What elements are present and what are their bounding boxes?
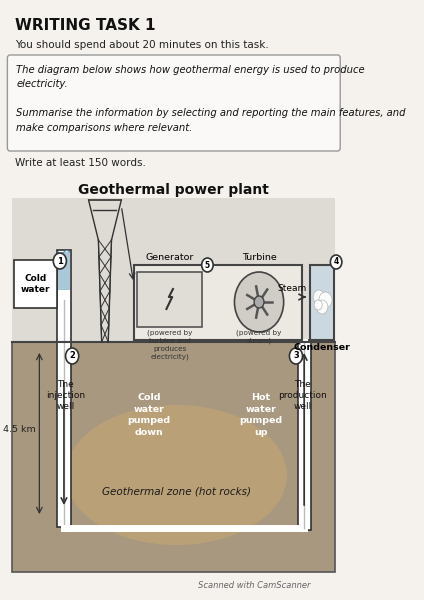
Text: 3: 3 — [293, 352, 299, 361]
Text: Scanned with CamScanner: Scanned with CamScanner — [198, 581, 310, 590]
Ellipse shape — [66, 405, 287, 545]
Circle shape — [316, 300, 328, 314]
Bar — [58, 252, 70, 290]
Text: (powered by
turbine and
produces
electricity): (powered by turbine and produces electri… — [147, 330, 192, 359]
Circle shape — [319, 292, 332, 308]
Bar — [134, 265, 302, 340]
Bar — [12, 342, 335, 572]
Text: Cold
water
pumped
down: Cold water pumped down — [128, 394, 171, 437]
Bar — [137, 272, 203, 327]
Text: The
injection
well: The injection well — [46, 380, 85, 411]
Text: Turbine: Turbine — [242, 253, 276, 262]
Circle shape — [66, 348, 79, 364]
Text: 4.5 km: 4.5 km — [3, 425, 36, 434]
Text: You should spend about 20 minutes on this task.: You should spend about 20 minutes on thi… — [15, 40, 268, 50]
Bar — [298, 340, 311, 530]
Text: Geothermal power plant: Geothermal power plant — [78, 183, 269, 197]
Circle shape — [313, 290, 325, 304]
Circle shape — [330, 255, 342, 269]
Text: WRITING TASK 1: WRITING TASK 1 — [15, 18, 155, 33]
Circle shape — [234, 272, 284, 332]
Text: 5: 5 — [205, 260, 210, 269]
Text: (powered by
steam): (powered by steam) — [236, 330, 282, 344]
Circle shape — [53, 253, 67, 269]
Text: 2: 2 — [69, 352, 75, 361]
Text: Generator: Generator — [145, 253, 194, 262]
Circle shape — [314, 300, 322, 310]
Text: 4: 4 — [334, 257, 339, 266]
Circle shape — [254, 296, 264, 308]
Text: Cold
water: Cold water — [20, 274, 50, 295]
Bar — [14, 260, 56, 308]
Text: The
production
well: The production well — [278, 380, 327, 411]
FancyBboxPatch shape — [7, 55, 340, 151]
Text: 1: 1 — [57, 257, 63, 265]
Text: The diagram below shows how geothermal energy is used to produce
electricity.

S: The diagram below shows how geothermal e… — [17, 65, 406, 133]
Circle shape — [290, 348, 302, 364]
Bar — [12, 198, 335, 342]
Text: Write at least 150 words.: Write at least 150 words. — [15, 158, 145, 168]
Bar — [310, 265, 335, 340]
Text: Geothermal zone (hot rocks): Geothermal zone (hot rocks) — [102, 487, 251, 497]
Bar — [57, 250, 70, 527]
Circle shape — [202, 258, 213, 272]
Text: Steam: Steam — [277, 284, 307, 293]
Text: Condenser: Condenser — [294, 343, 351, 352]
Text: Hot
water
pumped
up: Hot water pumped up — [239, 394, 282, 437]
